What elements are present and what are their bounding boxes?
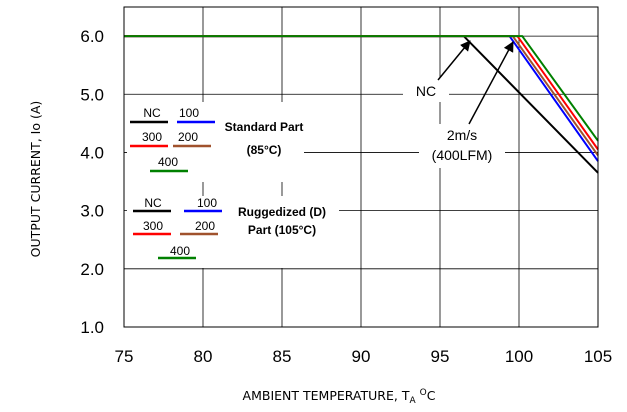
legend-label-300: 300 [142,130,162,144]
annotation-airflow-bg [419,124,505,168]
legend-title-line: (85°C) [247,143,282,157]
legend-label-200: 200 [195,219,215,233]
x-axis-title-unit: C [427,388,436,403]
y-tick-label: 4.0 [80,143,104,162]
x-tick-label: 100 [505,347,533,366]
annotation-airflow-lfm: (400LFM) [432,147,493,163]
legend-box-ruggedized [127,196,339,268]
legend-box-standard [127,102,304,182]
tick-labels: 75 80 85 90 95 100 105 1.0 2.0 3.0 4.0 5.0 6.0 [80,27,612,366]
annotation-nc: NC [416,83,436,99]
x-tick-label: 80 [194,347,213,366]
legend-label-200: 200 [178,130,198,144]
plot-frame [123,6,599,328]
y-tick-label: 1.0 [80,318,104,337]
legend-label-NC: NC [144,196,162,210]
y-tick-label: 3.0 [80,202,104,221]
x-axis-title-main: AMBIENT TEMPERATURE, T [243,388,410,403]
x-tick-label: 90 [352,347,371,366]
x-axis-title-sup: O [420,388,427,398]
annotation-airflow-arrow [468,41,514,125]
x-tick-label: 105 [584,347,612,366]
y-tick-label: 6.0 [80,27,104,46]
x-tick-label: 85 [273,347,292,366]
legend-label-400: 400 [158,155,178,169]
legend-title-line: Part (105°C) [248,223,316,237]
legend-label-400: 400 [170,244,190,258]
annotation-nc-arrow [437,40,471,81]
x-tick-label: 95 [431,347,450,366]
x-axis-title-sub: A [409,396,416,406]
series-line-400 [124,35,599,142]
annotation-nc-bg [403,78,449,102]
annotations: NC 2m/s (400LFM) [403,40,514,168]
series-lines [124,35,599,174]
y-tick-label: 2.0 [80,260,104,279]
legend-label-100: 100 [197,196,217,210]
legend-label-300: 300 [143,219,163,233]
y-tick-label: 5.0 [80,85,104,104]
legend-title-line: Standard Part [225,120,304,134]
y-axis-title: OUTPUT CURRENT, Io (A) [28,101,43,258]
legend-title-line: Ruggedized (D) [238,205,326,219]
x-tick-label: 75 [115,347,134,366]
annotation-airflow-speed: 2m/s [447,127,477,143]
x-axis-title: AMBIENT TEMPERATURE, TA OC [243,388,436,406]
legend-label-NC: NC [143,106,161,120]
legend-label-100: 100 [179,106,199,120]
